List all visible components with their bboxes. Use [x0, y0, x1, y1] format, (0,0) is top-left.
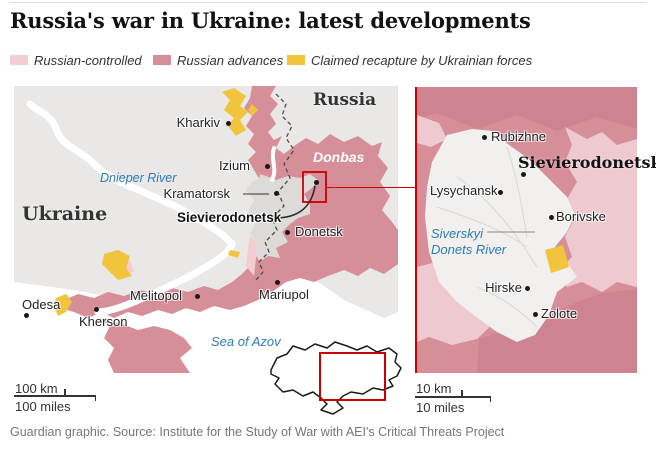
legend-item-russian-controlled: Russian-controlled	[10, 52, 142, 68]
city-label-kramatorsk: Kramatorsk	[163, 186, 230, 201]
city-dot-rubizhne	[482, 135, 487, 140]
sievierodonetsk-detail-map: Sievierodonetsk Siverskyi Donets River R…	[415, 87, 656, 373]
legend-label: Russian-controlled	[34, 52, 142, 68]
source-attribution: Guardian graphic. Source: Institute for …	[10, 425, 505, 439]
city-label-kharkiv: Kharkiv	[176, 115, 220, 130]
city-dot-kramatorsk	[274, 191, 279, 196]
water-label-dnieper-river: Dnieper River	[100, 171, 177, 185]
city-label-borivske: Borivske	[556, 209, 606, 224]
city-dot-lysychansk	[498, 190, 503, 195]
city-dot-donetsk	[285, 230, 290, 235]
city-label-kherson: Kherson	[79, 314, 128, 329]
region-label-donbas: Donbas	[313, 149, 365, 165]
main-scale-km-label: 100 km	[15, 381, 58, 396]
detail-map-terrain	[417, 87, 637, 373]
city-label-lysychansk: Lysychansk	[430, 183, 498, 198]
zoom-connector-line	[326, 187, 415, 188]
main-scale-miles-tick	[94, 395, 96, 401]
locator-highlight-box	[319, 352, 386, 401]
city-label-sievierodonetsk: Sievierodonetsk	[177, 210, 282, 225]
detail-scale-miles-label: 10 miles	[416, 400, 465, 415]
legend-item-russian-advances: Russian advances	[153, 52, 284, 68]
city-dot-mariupol	[275, 280, 280, 285]
city-label-hirske: Hirske	[485, 280, 522, 295]
detail-scale-miles-tick	[489, 396, 491, 402]
water-label-sea-of-azov: Sea of Azov	[211, 334, 281, 349]
city-dot-hirske	[525, 286, 530, 291]
city-label-odesa: Odesa	[22, 297, 61, 312]
city-dot-melitopol	[195, 294, 200, 299]
city-dot-odesa	[24, 313, 29, 318]
legend-swatch-russian-advances	[153, 55, 171, 65]
country-label-russia: Russia	[313, 90, 377, 110]
legend-swatch-claimed-recapture	[287, 55, 305, 65]
city-label-rubizhne: Rubizhne	[491, 129, 546, 144]
city-dot-izium	[265, 164, 270, 169]
main-scale-miles-label: 100 miles	[15, 399, 71, 414]
legend-item-claimed-recapture: Claimed recapture by Ukrainian forces	[287, 52, 533, 68]
city-label-mariupol: Mariupol	[259, 287, 309, 302]
main-scale-line	[14, 395, 96, 397]
water-label-donets-river: Donets River	[431, 242, 507, 257]
city-dot-zolote	[533, 312, 538, 317]
legend-label: Russian advances	[177, 52, 284, 68]
detail-scale-line	[415, 396, 491, 398]
top-rule	[10, 2, 646, 3]
city-dot-kherson	[94, 307, 99, 312]
main-scale-km-tick	[64, 389, 66, 395]
city-dot-sievierodonetsk	[314, 180, 319, 185]
legend-swatch-russian-controlled	[10, 55, 28, 65]
country-label-ukraine: Ukraine	[22, 203, 108, 225]
city-dot-sievierodonetsk-detail	[521, 172, 526, 177]
city-label-zolote: Zolote	[541, 306, 578, 321]
ukraine-overview-map: Ukraine Russia Donbas Dnieper River Sea …	[14, 86, 398, 373]
detail-scale-km-tick	[461, 390, 463, 396]
detail-scale-km-label: 10 km	[416, 381, 452, 396]
city-dot-borivske	[549, 215, 554, 220]
ukraine-locator-inset	[270, 341, 402, 415]
city-dot-kharkiv	[226, 121, 231, 126]
city-label-donetsk: Donetsk	[295, 224, 343, 239]
city-label-melitopol: Melitopol	[129, 288, 182, 303]
city-label-izium: Izium	[218, 158, 250, 173]
legend-label: Claimed recapture by Ukrainian forces	[311, 52, 533, 68]
water-label-siverskyi: Siverskyi	[431, 226, 484, 241]
page-title: Russia's war in Ukraine: latest developm…	[10, 8, 531, 33]
detail-map-title: Sievierodonetsk	[518, 153, 656, 172]
main-map-terrain	[14, 86, 398, 373]
